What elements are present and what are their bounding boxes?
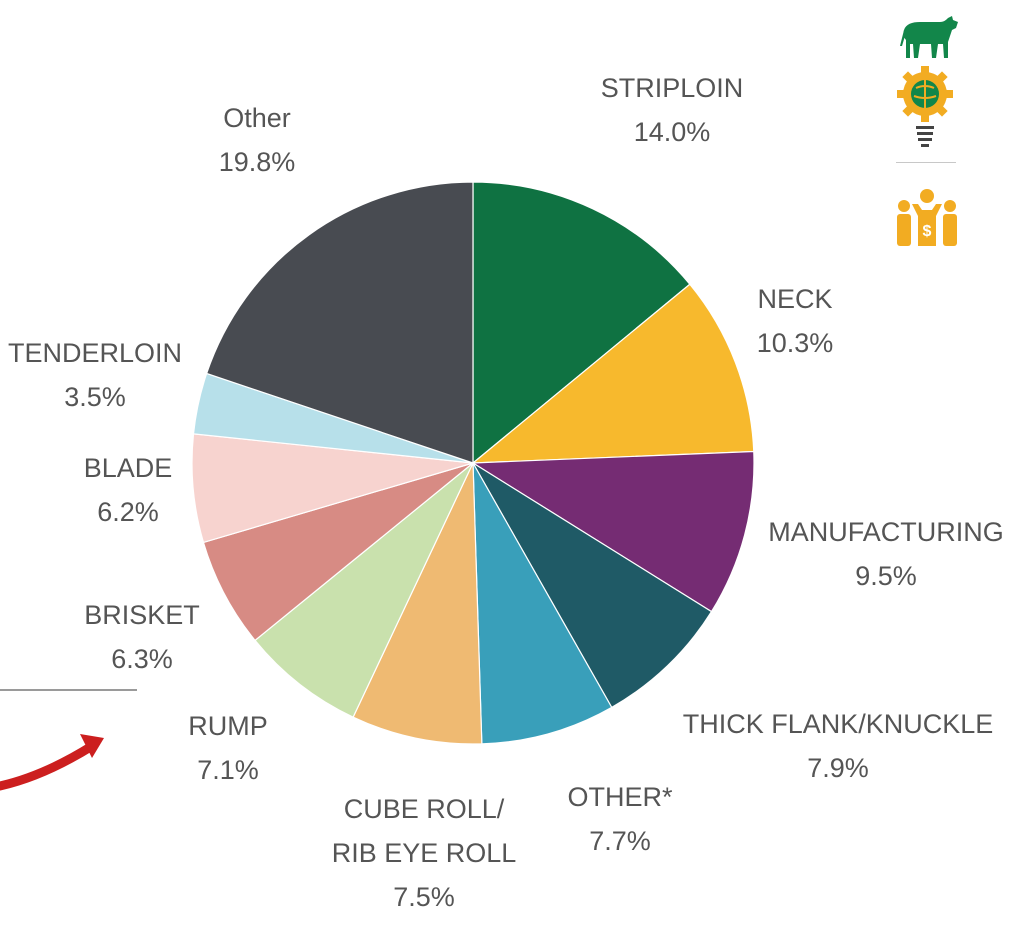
divider-line [0,689,137,691]
red-arrow-icon [0,734,104,791]
slice-value-label: 7.1% [197,755,259,785]
pie-slice-0 [472,181,691,465]
slice-label-5: CUBE ROLL/RIB EYE ROLL 7.5% [332,794,517,912]
slice-category-label: THICK FLANK/KNUCKLE [683,709,994,739]
cow-icon [900,16,958,58]
people-money-icon: $ [897,189,957,246]
slice-value-label: 7.7% [589,826,651,856]
pie-slice-5 [352,462,483,745]
slice-category-label: RUMP [188,711,268,741]
slice-category-label: CUBE ROLL/ [344,794,505,824]
slice-category-label: RIB EYE ROLL [332,838,517,868]
slice-label-0: STRIPLOIN 14.0% [601,73,744,147]
slice-label-2: MANUFACTURING 9.5% [768,517,1004,591]
slice-category-label: BRISKET [84,600,200,630]
slice-category-label: STRIPLOIN [601,73,744,103]
pie-slice-10 [205,181,474,464]
slice-category-label: MANUFACTURING [768,517,1004,547]
svg-text:$: $ [923,223,932,240]
slice-category-label: OTHER* [567,782,673,812]
slice-label-9: TENDERLOIN 3.5% [8,338,182,412]
icon-divider [896,162,956,163]
slice-value-label: 6.2% [97,497,159,527]
slice-value-label: 6.3% [111,644,173,674]
slice-category-label: Other [223,103,291,133]
slice-label-10: Other 19.8% [219,103,296,177]
slice-category-label: NECK [757,284,832,314]
slice-value-label: 10.3% [757,328,834,358]
pie-labels: STRIPLOIN 14.0% NECK 10.3% MANUFACTURING 9.5%… [8,73,1004,912]
pie-slice-1 [471,283,755,464]
slice-label-3: THICK FLANK/KNUCKLE 7.9% [683,709,994,783]
pie-slice-4 [472,462,613,745]
slice-label-1: NECK 10.3% [757,284,834,358]
slice-label-8: BLADE 6.2% [84,453,173,527]
pie-slice-6 [254,462,474,718]
globe-gear-bulb-icon [897,66,953,147]
slice-value-label: 3.5% [64,382,126,412]
slice-label-4: OTHER* 7.7% [567,782,673,856]
pie-slices [191,181,755,745]
slice-label-6: RUMP 7.1% [188,711,268,785]
slice-value-label: 9.5% [855,561,917,591]
slice-value-label: 7.5% [393,882,455,912]
slice-value-label: 7.9% [807,753,869,783]
slice-label-7: BRISKET 6.3% [84,600,200,674]
pie-slice-3 [472,462,713,709]
slice-value-label: 14.0% [634,117,711,147]
slice-category-label: TENDERLOIN [8,338,182,368]
slice-value-label: 19.8% [219,147,296,177]
slice-category-label: BLADE [84,453,173,483]
pie-slice-2 [471,450,755,613]
